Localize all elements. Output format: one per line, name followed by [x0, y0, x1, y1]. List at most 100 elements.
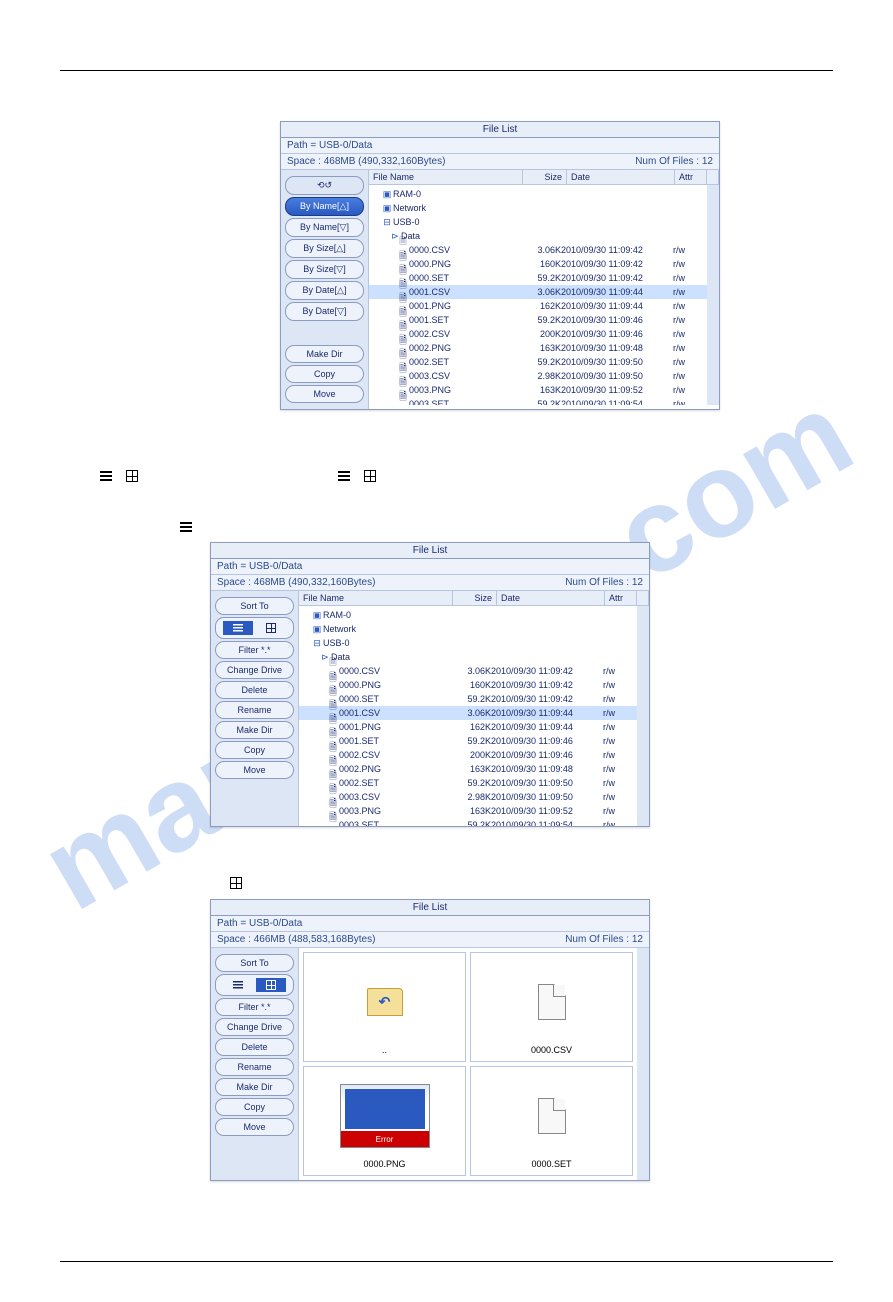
- tree-file[interactable]: 🗎0003.PNG163K2010/09/30 11:09:52r/w: [299, 804, 637, 818]
- tree-file[interactable]: 🗎0001.SET59.2K2010/09/30 11:09:46r/w: [369, 313, 707, 327]
- thumb-file[interactable]: 0000.CSV: [470, 952, 633, 1062]
- thumb-parent-folder[interactable]: ..: [303, 952, 466, 1062]
- change-drive-button[interactable]: Change Drive: [215, 1018, 294, 1036]
- thumbnail-area[interactable]: .. 0000.CSV Error 0000.PNG 0000.SET: [299, 948, 649, 1180]
- thumb-file[interactable]: 0000.SET: [470, 1066, 633, 1176]
- space-label: Space : 468MB (490,332,160Bytes): [287, 156, 445, 167]
- sort-by-size-asc[interactable]: By Size[△]: [285, 239, 364, 258]
- tree-file[interactable]: 🗎0000.CSV3.06K2010/09/30 11:09:42r/w: [299, 664, 637, 678]
- rename-button[interactable]: Rename: [215, 701, 294, 719]
- tree-file[interactable]: 🗎0000.CSV3.06K2010/09/30 11:09:42r/w: [369, 243, 707, 257]
- list-icon: [338, 471, 350, 481]
- tree-file[interactable]: 🗎0000.PNG160K2010/09/30 11:09:42r/w: [299, 678, 637, 692]
- png-thumbnail: Error: [340, 1084, 430, 1148]
- tree-file[interactable]: 🗎0002.PNG163K2010/09/30 11:09:48r/w: [299, 762, 637, 776]
- grid-icon: [126, 470, 138, 482]
- space-label: Space : 466MB (488,583,168Bytes): [217, 934, 375, 945]
- col-filename[interactable]: File Name: [369, 170, 523, 184]
- sort-by-date-asc[interactable]: By Date[△]: [285, 281, 364, 300]
- tree-folder[interactable]: ▣RAM-0: [299, 608, 637, 622]
- tree-folder[interactable]: ⊳Data: [299, 650, 637, 664]
- rename-button[interactable]: Rename: [215, 1058, 294, 1076]
- tree-file[interactable]: 🗎0000.SET59.2K2010/09/30 11:09:42r/w: [299, 692, 637, 706]
- change-drive-button[interactable]: Change Drive: [215, 661, 294, 679]
- tree-file[interactable]: 🗎0003.SET59.2K2010/09/30 11:09:54r/w: [299, 818, 637, 826]
- top-rule: [60, 70, 833, 71]
- col-size[interactable]: Size: [453, 591, 497, 605]
- thumb-label: 0000.PNG: [363, 1159, 405, 1169]
- makedir-button[interactable]: Make Dir: [215, 1078, 294, 1096]
- filter-button[interactable]: Filter *.*: [215, 641, 294, 659]
- copy-button[interactable]: Copy: [285, 365, 364, 383]
- tree-folder[interactable]: ▣Network: [369, 201, 707, 215]
- tree-file[interactable]: 🗎0003.PNG163K2010/09/30 11:09:52r/w: [369, 383, 707, 397]
- move-button[interactable]: Move: [215, 761, 294, 779]
- delete-button[interactable]: Delete: [215, 681, 294, 699]
- tree-folder[interactable]: ⊟USB-0: [299, 636, 637, 650]
- file-list-window-sort: File List Path = USB-0/Data Space : 468M…: [280, 121, 720, 410]
- sort-by-name-desc[interactable]: By Name[▽]: [285, 218, 364, 237]
- sort-by-date-desc[interactable]: By Date[▽]: [285, 302, 364, 321]
- window-title: File List: [211, 543, 649, 559]
- grid-view-option[interactable]: [256, 978, 286, 992]
- tree-file[interactable]: 🗎0001.CSV3.06K2010/09/30 11:09:44r/w: [299, 706, 637, 720]
- folder-up-icon: [367, 988, 403, 1016]
- makedir-button[interactable]: Make Dir: [215, 721, 294, 739]
- thumb-label: ..: [382, 1045, 387, 1055]
- tree-file[interactable]: 🗎0002.CSV200K2010/09/30 11:09:46r/w: [369, 327, 707, 341]
- column-header: File Name Size Date Attr: [299, 591, 649, 606]
- list-view-option[interactable]: [223, 978, 253, 992]
- copy-button[interactable]: Copy: [215, 741, 294, 759]
- numfiles-label: Num Of Files : 12: [635, 156, 713, 167]
- tree-file[interactable]: 🗎0003.CSV2.98K2010/09/30 11:09:50r/w: [369, 369, 707, 383]
- stats-bar: Space : 466MB (488,583,168Bytes) Num Of …: [211, 932, 649, 948]
- tree-file[interactable]: 🗎0002.PNG163K2010/09/30 11:09:48r/w: [369, 341, 707, 355]
- path-line: Path = USB-0/Data: [211, 559, 649, 575]
- tree-file[interactable]: 🗎0001.CSV3.06K2010/09/30 11:09:44r/w: [369, 285, 707, 299]
- tree-file[interactable]: 🗎0000.SET59.2K2010/09/30 11:09:42r/w: [369, 271, 707, 285]
- tree-folder[interactable]: ⊟USB-0: [369, 215, 707, 229]
- makedir-button[interactable]: Make Dir: [285, 345, 364, 363]
- sort-to-button[interactable]: Sort To: [215, 954, 294, 972]
- sort-by-size-desc[interactable]: By Size[▽]: [285, 260, 364, 279]
- delete-button[interactable]: Delete: [215, 1038, 294, 1056]
- thumb-label: 0000.SET: [531, 1159, 571, 1169]
- file-list-window-thumbview: File List Path = USB-0/Data Space : 466M…: [210, 899, 650, 1181]
- filter-button[interactable]: Filter *.*: [215, 998, 294, 1016]
- grid-view-option[interactable]: [256, 621, 286, 635]
- tree-file[interactable]: 🗎0000.PNG160K2010/09/30 11:09:42r/w: [369, 257, 707, 271]
- file-tree[interactable]: ▣RAM-0▣Network⊟USB-0⊳Data🗎0000.CSV3.06K2…: [369, 185, 719, 405]
- col-attr[interactable]: Attr: [675, 170, 707, 184]
- col-attr[interactable]: Attr: [605, 591, 637, 605]
- view-toggle[interactable]: [215, 974, 294, 996]
- list-view-option[interactable]: [223, 621, 253, 635]
- tree-file[interactable]: 🗎0002.SET59.2K2010/09/30 11:09:50r/w: [369, 355, 707, 369]
- view-toggle[interactable]: [215, 617, 294, 639]
- move-button[interactable]: Move: [285, 385, 364, 403]
- copy-button[interactable]: Copy: [215, 1098, 294, 1116]
- tree-file[interactable]: 🗎0002.SET59.2K2010/09/30 11:09:50r/w: [299, 776, 637, 790]
- sort-to-button[interactable]: Sort To: [215, 597, 294, 615]
- col-filename[interactable]: File Name: [299, 591, 453, 605]
- tree-folder[interactable]: ⊳Data: [369, 229, 707, 243]
- tree-file[interactable]: 🗎0001.PNG162K2010/09/30 11:09:44r/w: [369, 299, 707, 313]
- tree-folder[interactable]: ▣RAM-0: [369, 187, 707, 201]
- tree-file[interactable]: 🗎0003.SET59.2K2010/09/30 11:09:54r/w: [369, 397, 707, 405]
- tree-file[interactable]: 🗎0002.CSV200K2010/09/30 11:09:46r/w: [299, 748, 637, 762]
- sort-sidebar: ⟲↺ By Name[△] By Name[▽] By Size[△] By S…: [281, 170, 369, 409]
- col-date[interactable]: Date: [567, 170, 675, 184]
- tree-file[interactable]: 🗎0001.PNG162K2010/09/30 11:09:44r/w: [299, 720, 637, 734]
- tree-file[interactable]: 🗎0003.CSV2.98K2010/09/30 11:09:50r/w: [299, 790, 637, 804]
- numfiles-label: Num Of Files : 12: [565, 577, 643, 588]
- file-tree[interactable]: ▣RAM-0▣Network⊟USB-0⊳Data🗎0000.CSV3.06K2…: [299, 606, 649, 826]
- move-button[interactable]: Move: [215, 1118, 294, 1136]
- tree-folder[interactable]: ▣Network: [299, 622, 637, 636]
- stats-bar: Space : 468MB (490,332,160Bytes) Num Of …: [281, 154, 719, 170]
- col-size[interactable]: Size: [523, 170, 567, 184]
- col-date[interactable]: Date: [497, 591, 605, 605]
- tree-file[interactable]: 🗎0001.SET59.2K2010/09/30 11:09:46r/w: [299, 734, 637, 748]
- list-sidebar: Sort To Filter *.* Change Drive Delete R…: [211, 591, 299, 826]
- list-icon: [100, 471, 112, 481]
- thumb-file[interactable]: Error 0000.PNG: [303, 1066, 466, 1176]
- sort-by-name-asc[interactable]: By Name[△]: [285, 197, 364, 216]
